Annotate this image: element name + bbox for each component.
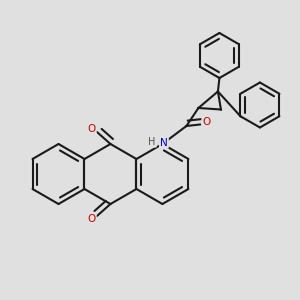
Text: H: H	[148, 136, 156, 147]
Text: O: O	[87, 124, 96, 134]
Text: O: O	[87, 214, 96, 224]
Text: N: N	[160, 137, 168, 148]
Text: O: O	[202, 117, 211, 127]
